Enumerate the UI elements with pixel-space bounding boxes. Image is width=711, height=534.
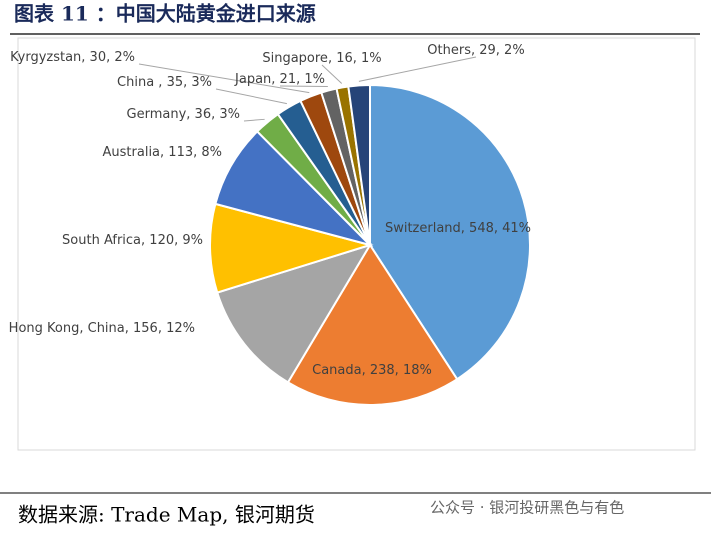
- data-label: Others, 29, 2%: [427, 43, 524, 58]
- label-category: Australia: [103, 145, 161, 160]
- watermark: 公众号 · 银河投研黑色与有色: [430, 499, 624, 517]
- leader-line: [138, 63, 310, 94]
- pie-slice: [214, 130, 374, 247]
- label-category: Canada: [312, 363, 361, 378]
- label-category: Others: [427, 43, 471, 58]
- label-category: South Africa: [62, 233, 141, 248]
- label-category: Germany: [127, 107, 187, 122]
- label-category: Hong Kong, China: [9, 321, 125, 336]
- pie-slice: [286, 243, 459, 406]
- leader-line: [215, 88, 287, 105]
- label-value: , 21, 1%: [271, 72, 325, 87]
- label-category: Singapore: [262, 51, 328, 66]
- label-value: , 113, 8%: [160, 145, 222, 160]
- plot-frame: [17, 37, 696, 451]
- label-value: , 156, 12%: [125, 321, 195, 336]
- data-label: Japan, 21, 1%: [234, 72, 325, 87]
- chart-title: 图表 11 ：中国大陆黄金进口来源: [14, 2, 316, 26]
- label-category: Kyrgyzstan: [10, 50, 81, 65]
- data-label: Hong Kong, China, 156, 12%: [9, 321, 195, 336]
- leader-line: [358, 56, 477, 82]
- source: 数据来源: Trade Map, 银河期货: [18, 503, 315, 527]
- label-value: , 16, 1%: [328, 51, 382, 66]
- label-value: , 35, 3%: [154, 75, 212, 90]
- data-label: Kyrgyzstan, 30, 2%: [10, 50, 135, 65]
- leader-line: [243, 118, 265, 122]
- data-label: South Africa, 120, 9%: [62, 233, 203, 248]
- label-value: , 238, 18%: [362, 363, 432, 378]
- label-category: Switzerland: [385, 221, 461, 236]
- data-label: Singapore, 16, 1%: [262, 51, 381, 66]
- pie-slice: [347, 83, 371, 246]
- data-label: China , 35, 3%: [117, 75, 212, 90]
- label-value: , 548, 41%: [461, 221, 531, 236]
- pie-slice: [209, 202, 374, 294]
- label-value: , 36, 3%: [186, 107, 240, 122]
- data-label: Germany, 36, 3%: [127, 107, 240, 122]
- data-label: Canada, 238, 18%: [312, 363, 432, 378]
- label-value: , 30, 2%: [81, 50, 135, 65]
- label-category: Japan: [234, 72, 271, 87]
- pie-slice: [215, 243, 373, 384]
- leader-line: [279, 85, 328, 88]
- leader-line: [321, 64, 343, 84]
- data-label: Australia, 113, 8%: [103, 145, 222, 160]
- label-value: , 29, 2%: [471, 43, 525, 58]
- label-value: , 120, 9%: [141, 233, 203, 248]
- data-label: Switzerland, 548, 41%: [385, 221, 531, 236]
- label-category: China: [117, 75, 154, 90]
